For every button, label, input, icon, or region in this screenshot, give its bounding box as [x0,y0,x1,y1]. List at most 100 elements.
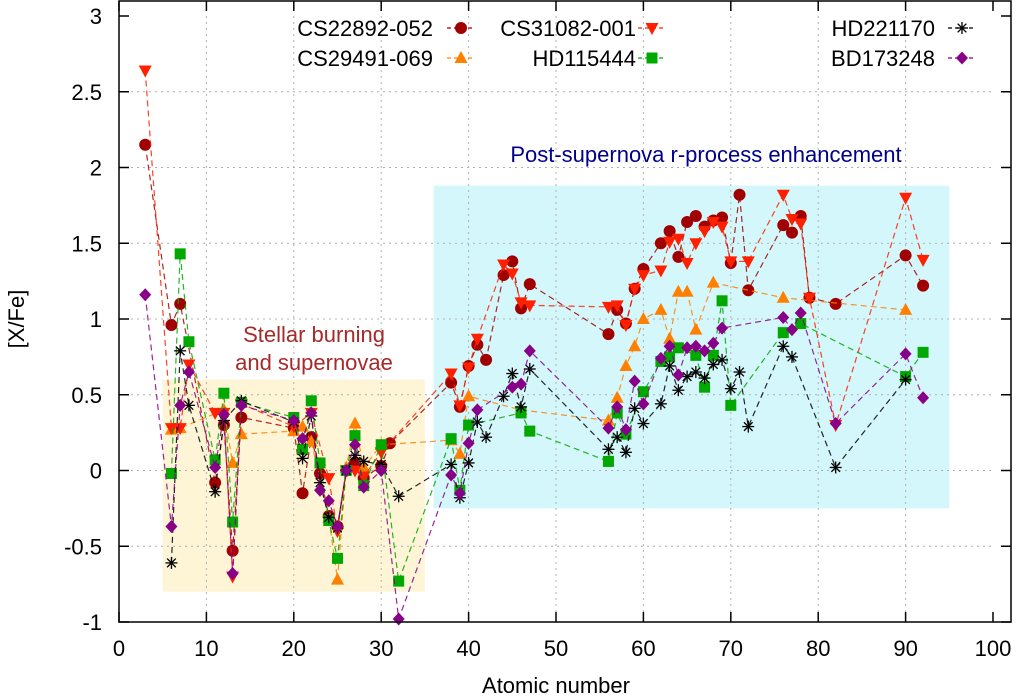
data-point [802,292,816,305]
data-point [698,344,711,358]
x-tick-label: 10 [194,636,218,661]
legend-entry-hd221170: HD221170 [831,16,976,41]
data-point [297,443,309,455]
data-point [716,211,729,224]
data-point [707,349,719,361]
data-point [681,341,694,355]
data-point [741,256,755,269]
data-point [681,216,694,229]
data-point [226,455,240,468]
data-point [785,226,798,239]
data-point [314,457,326,469]
y-tick-label: 2.5 [71,80,102,105]
data-point [480,431,493,444]
data-point [322,473,336,486]
data-point [794,218,808,231]
data-point [628,374,641,388]
data-point [899,192,913,205]
data-point [322,494,335,508]
data-point [444,368,458,381]
data-point [794,306,807,320]
data-point [470,333,484,346]
data-point [138,65,152,78]
data-point [209,485,222,498]
legend: CS22892-052 CS29491-069 CS31082-001 HD11544… [297,16,976,71]
data-point [619,423,632,437]
data-point [314,467,327,480]
data-point [829,417,842,431]
data-point [610,390,624,403]
data-point [227,516,239,528]
data-point [471,403,484,417]
data-point [776,290,790,303]
data-point [602,328,615,341]
data-point [497,390,510,403]
data-point [305,406,318,420]
data-point [637,397,650,411]
data-point [628,339,642,352]
data-point [506,367,519,380]
annotations: Stellar burning and supernovae Post-supern… [235,142,902,375]
data-point [664,351,676,363]
x-tick-label: 100 [975,636,1012,661]
data-point [681,370,694,383]
data-point [777,310,790,324]
data-point [392,490,405,503]
x-tick-label: 0 [113,636,125,661]
x-tick-label: 80 [806,636,830,661]
data-point [462,389,476,402]
data-point [165,556,178,569]
data-point [332,552,343,564]
data-point [672,368,685,382]
data-point [829,461,842,474]
legend-label: HD221170 [831,16,935,41]
data-point [619,320,633,333]
legend-entry-cs22892-052: CS22892-052 [297,16,475,41]
data-point [654,302,668,315]
data-point [235,411,248,424]
data-point [174,297,187,310]
data-point [899,347,912,361]
legend-marker [956,22,968,34]
data-point [183,336,195,348]
data-point [173,423,187,436]
data-point [672,342,684,354]
data-point [515,377,528,391]
data-point [654,351,667,365]
data-point [514,297,528,310]
annotation-stellar-burning: Stellar burning [243,322,385,347]
data-point [785,323,798,337]
data-point [899,249,912,262]
data-point [715,221,729,234]
data-point [523,300,537,313]
data-point [706,217,720,230]
data-point [917,346,929,358]
data-point [671,284,685,297]
data-point [716,321,729,335]
data-point [164,423,178,436]
data-point [523,344,536,358]
data-point [899,373,912,386]
y-tick-label: 0 [90,459,102,484]
data-point [795,318,807,330]
data-point [689,339,702,353]
data-point [462,362,476,375]
data-point [628,283,642,296]
data-point [706,275,720,288]
data-point [348,438,361,452]
data-point [777,219,790,232]
legend-entry-hd115444: HD115444 [532,46,666,71]
data-point [733,366,746,379]
data-point [217,407,230,421]
y-tick-label: 1 [90,307,102,332]
legend-marker [454,51,468,63]
data-point [637,386,649,398]
x-tick-label: 90 [893,636,917,661]
data-point [357,455,370,468]
data-point [322,511,335,524]
data-point [296,452,309,465]
data-point [174,398,187,412]
data-point [445,468,458,482]
data-point [601,413,615,426]
